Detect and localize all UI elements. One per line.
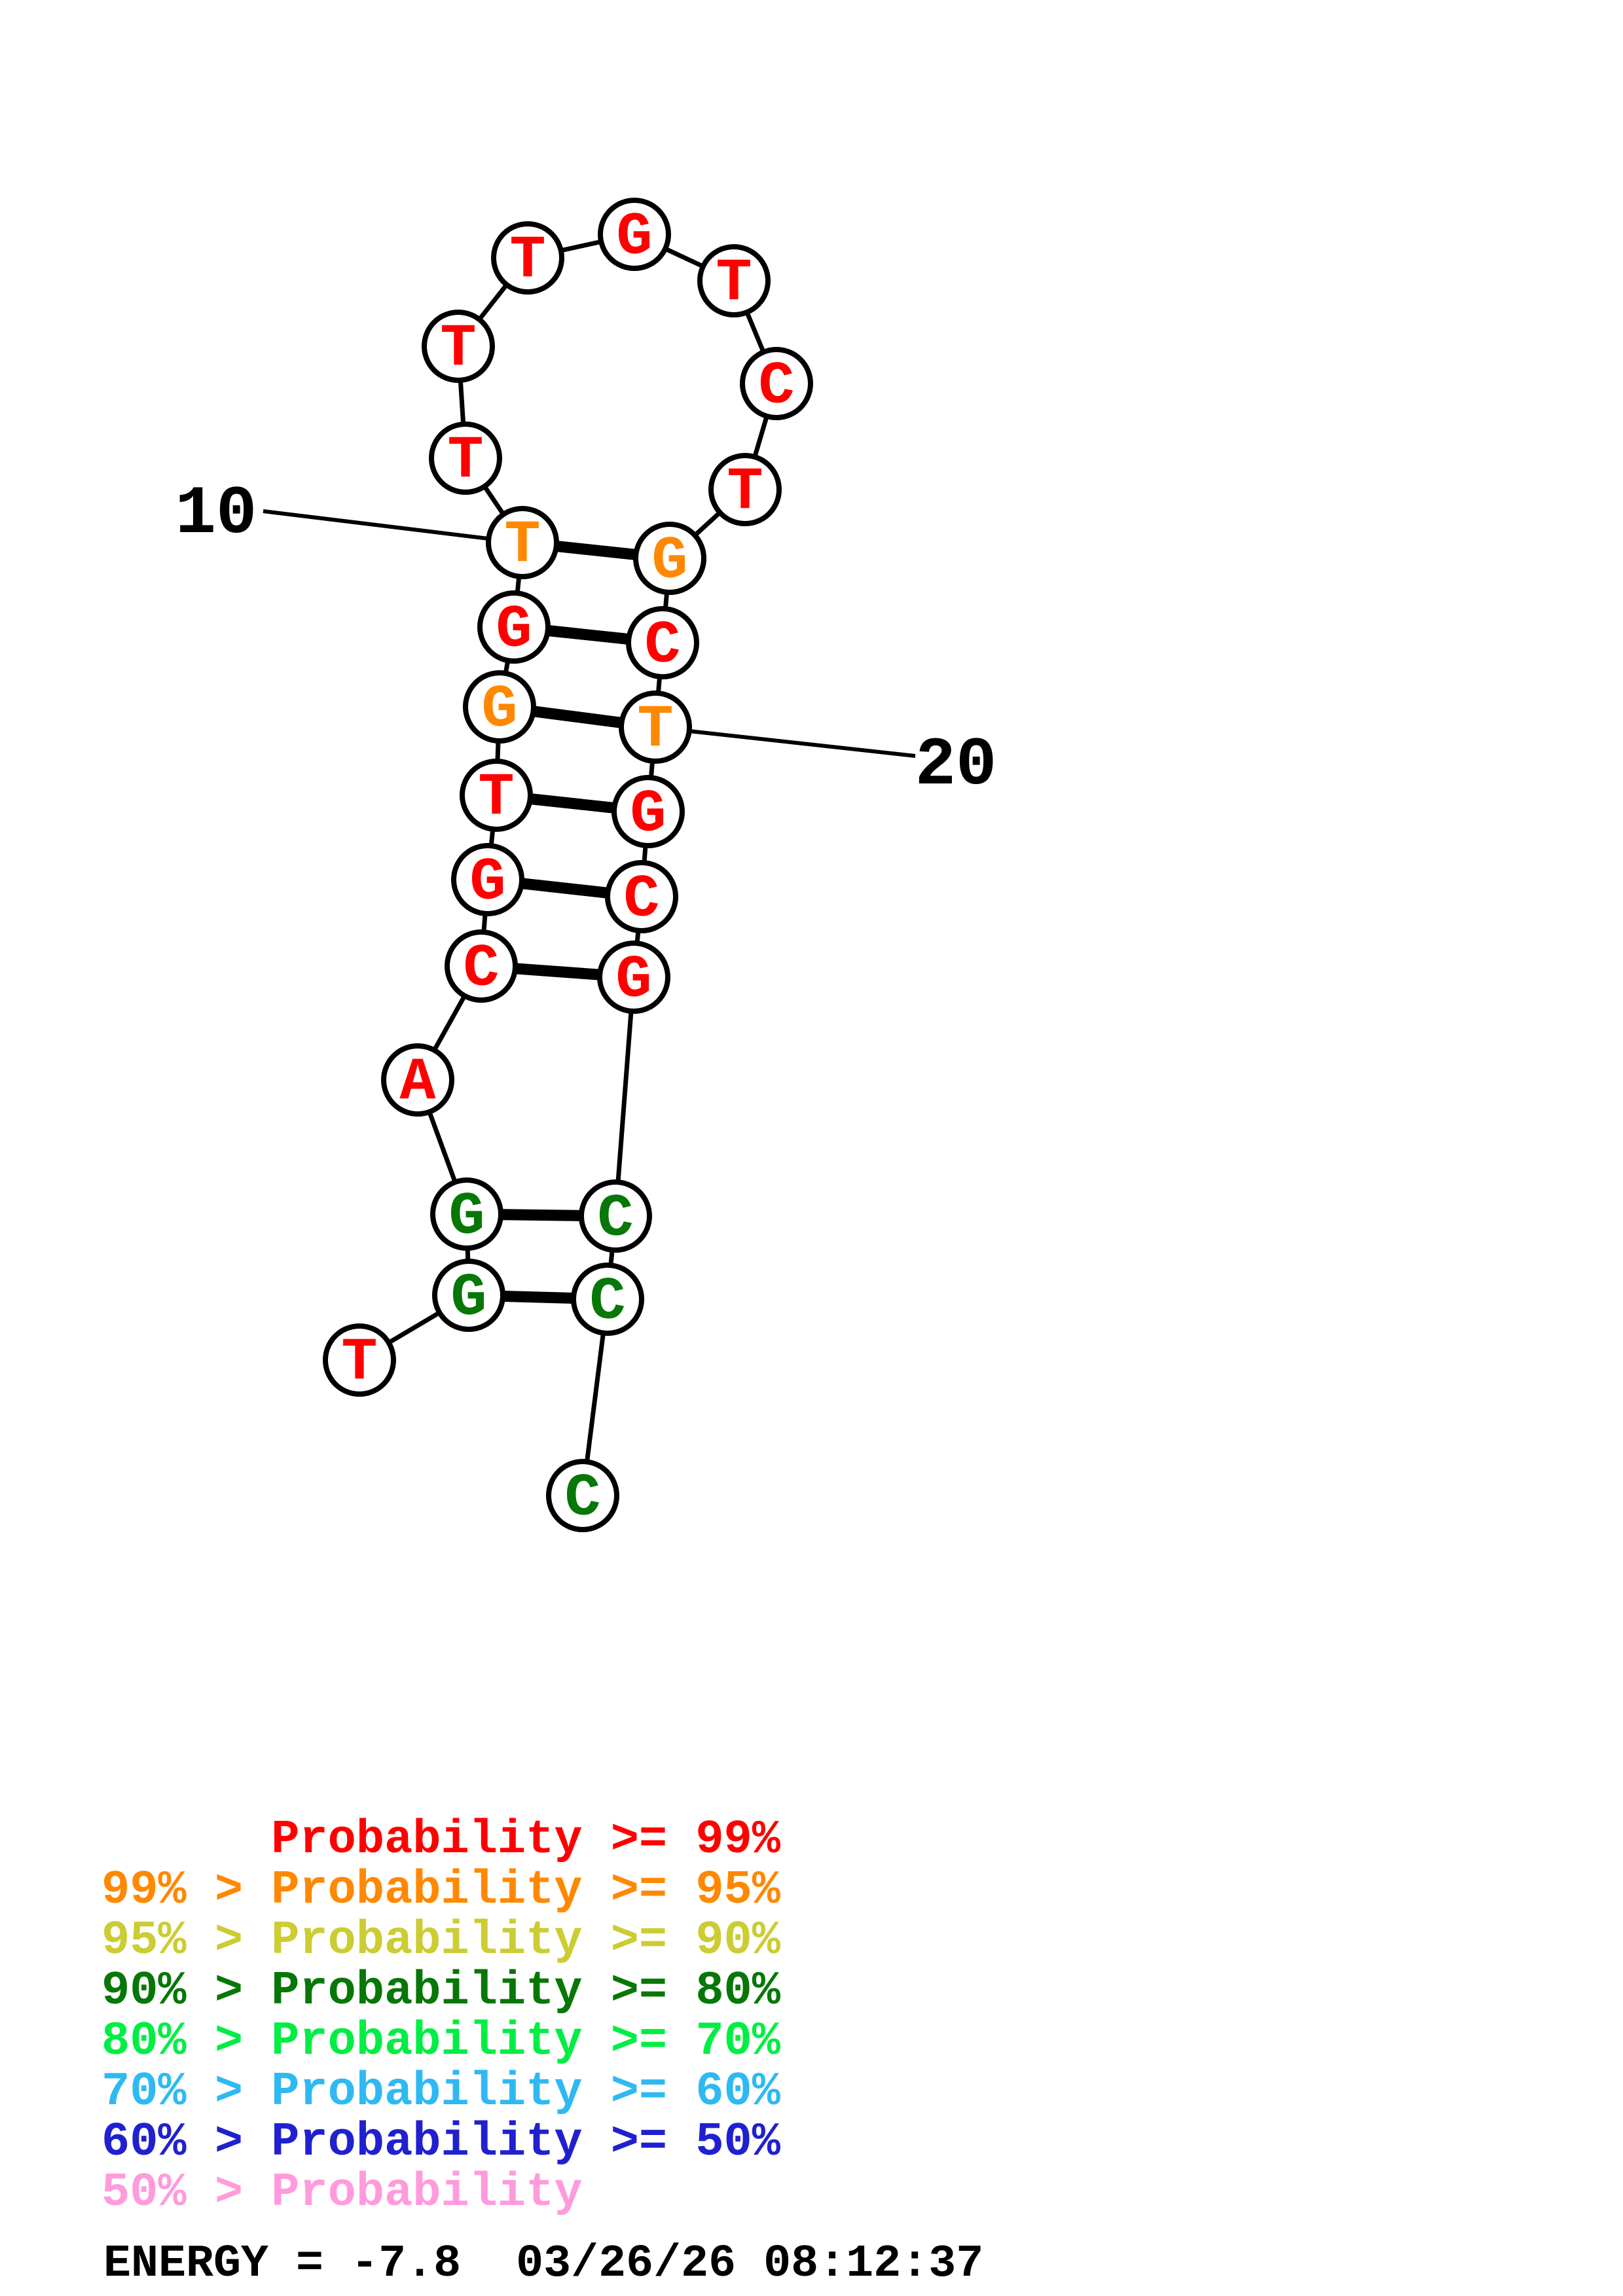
legend-line: 90% > Probability >= 80% (101, 1964, 780, 2018)
legend-line: 50% > Probability (101, 2166, 583, 2219)
nucleotide-G8: G (463, 670, 536, 744)
nucleotide-G2: G (432, 1259, 505, 1333)
nucleotide-circle (598, 198, 671, 271)
nucleotide-circle (626, 606, 699, 679)
nucleotide-circle (486, 506, 559, 579)
nucleotide-circle (422, 310, 495, 383)
nucleotide-base-letter: G (630, 780, 666, 849)
nucleotide-G23: G (597, 941, 670, 1014)
nucleotide-A4: A (381, 1043, 454, 1117)
nucleotide-base-letter: T (478, 764, 514, 833)
nucleotide-base-letter: C (623, 865, 659, 934)
nucleotide-T7: T (460, 759, 533, 833)
nucleotide-base-letter: T (447, 427, 483, 495)
nucleotide-base-letter: C (644, 611, 680, 680)
energy-line: ENERGY = -7.8 03/26/26 08:12:37 (103, 2238, 984, 2290)
nucleotide-base-letter: G (450, 1264, 486, 1333)
nucleotide-G21: G (611, 775, 685, 849)
nucleotide-circle (740, 347, 813, 420)
nucleotide-base-letter: A (399, 1049, 436, 1117)
backbone-edge (613, 977, 636, 1217)
legend-line: 70% > Probability >= 60% (101, 2065, 780, 2119)
nucleotide-circle (463, 670, 536, 744)
nucleotide-T15: T (697, 244, 771, 318)
nucleotide-base-letter: G (616, 203, 652, 272)
nucleotide-circle (430, 1177, 503, 1251)
nucleotide-G3: G (430, 1177, 503, 1251)
nucleotide-C5: C (445, 929, 518, 1003)
nucleotide-G6: G (451, 843, 524, 917)
nucleotide-base-letter: C (597, 1185, 633, 1253)
nucleotide-base-letter: C (758, 352, 794, 421)
nucleotide-circle (381, 1043, 454, 1117)
nucleotide-G18: G (633, 522, 706, 596)
nucleotide-T13: T (491, 221, 564, 295)
nucleotide-base-letter: T (637, 696, 673, 764)
nucleotide-circle (605, 860, 678, 933)
nucleotide-circle (445, 929, 518, 1003)
legend-line: 99% > Probability >= 95% (101, 1863, 780, 1917)
nucleotide-base-letter: G (615, 946, 651, 1014)
nucleotide-base-letter: T (727, 458, 763, 527)
nucleotide-circle (597, 941, 670, 1014)
nucleotide-base-letter: G (481, 675, 517, 744)
nucleotide-circle (429, 422, 502, 495)
nucleotide-base-letter: G (496, 596, 532, 664)
nucleotide-T1: T (323, 1323, 396, 1397)
nucleotide-circle (491, 221, 564, 295)
nucleotide-circle (460, 759, 533, 832)
nucleotide-circle (579, 1179, 652, 1253)
nucleotide-base-letter: T (509, 226, 545, 295)
nucleotide-base-letter: G (448, 1183, 484, 1251)
nucleotide-base-letter: T (716, 249, 752, 318)
nucleotide-circle (633, 522, 706, 595)
nucleotide-T17: T (708, 453, 782, 527)
nucleotide-C19: C (626, 606, 699, 680)
nucleotide-T11: T (429, 422, 502, 495)
legend-line: 95% > Probability >= 90% (101, 1914, 780, 1967)
nucleotide-C26: C (546, 1459, 619, 1533)
nucleotide-G9: G (477, 590, 551, 664)
probability-legend: Probability >= 99% 99% > Probability >= 9… (101, 1815, 780, 2218)
nucleotide-circle (571, 1263, 644, 1336)
nucleotide-circle (619, 691, 692, 764)
label-leader-line (263, 509, 489, 541)
nucleotide-T12: T (422, 310, 495, 384)
nucleotide-G14: G (598, 198, 671, 272)
nucleotide-circle (432, 1259, 505, 1332)
nucleotide-circle (546, 1459, 619, 1532)
nucleotide-base-letter: T (440, 315, 476, 384)
position-label-20: 20 (915, 727, 997, 804)
nucleotide-circle (697, 244, 771, 317)
nucleotide-C25: C (571, 1263, 644, 1336)
nucleotide-circle (708, 453, 782, 526)
nucleotide-base-letter: T (341, 1329, 377, 1397)
legend-line: Probability >= 99% (101, 1813, 780, 1867)
nucleotide-C24: C (579, 1179, 652, 1253)
nucleotide-circle (611, 775, 685, 848)
position-label-10: 10 (175, 476, 257, 553)
nucleotide-base-letter: C (463, 935, 499, 1003)
nucleotide-circle (323, 1323, 396, 1397)
nucleotide-base-letter: T (504, 511, 540, 580)
nucleotide-T20: T (619, 691, 692, 764)
nucleotide-T10: T (486, 506, 559, 580)
label-leader-line (689, 729, 916, 758)
nucleotide-base-letter: C (564, 1464, 600, 1533)
nucleotide-circle (451, 843, 524, 916)
nucleotide-base-letter: G (651, 527, 687, 596)
nucleotide-C16: C (740, 347, 813, 421)
legend-line: 60% > Probability >= 50% (101, 2115, 780, 2169)
nucleotide-C22: C (605, 860, 678, 934)
nucleotide-base-letter: C (589, 1268, 625, 1336)
nucleotide-base-letter: G (469, 848, 505, 917)
nucleotide-circle (477, 590, 551, 664)
legend-line: 80% > Probability >= 70% (101, 2015, 780, 2068)
